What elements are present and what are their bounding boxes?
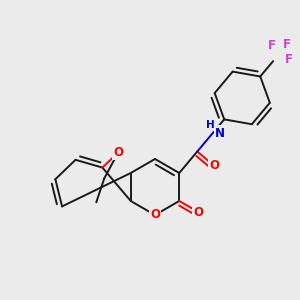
Text: O: O [209, 159, 219, 172]
Text: F: F [283, 38, 291, 51]
Text: O: O [113, 146, 123, 159]
Text: F: F [268, 39, 276, 52]
Text: N: N [215, 127, 225, 140]
Text: O: O [193, 206, 203, 218]
Text: F: F [285, 53, 292, 66]
Text: O: O [150, 208, 160, 221]
Text: H: H [206, 120, 214, 130]
